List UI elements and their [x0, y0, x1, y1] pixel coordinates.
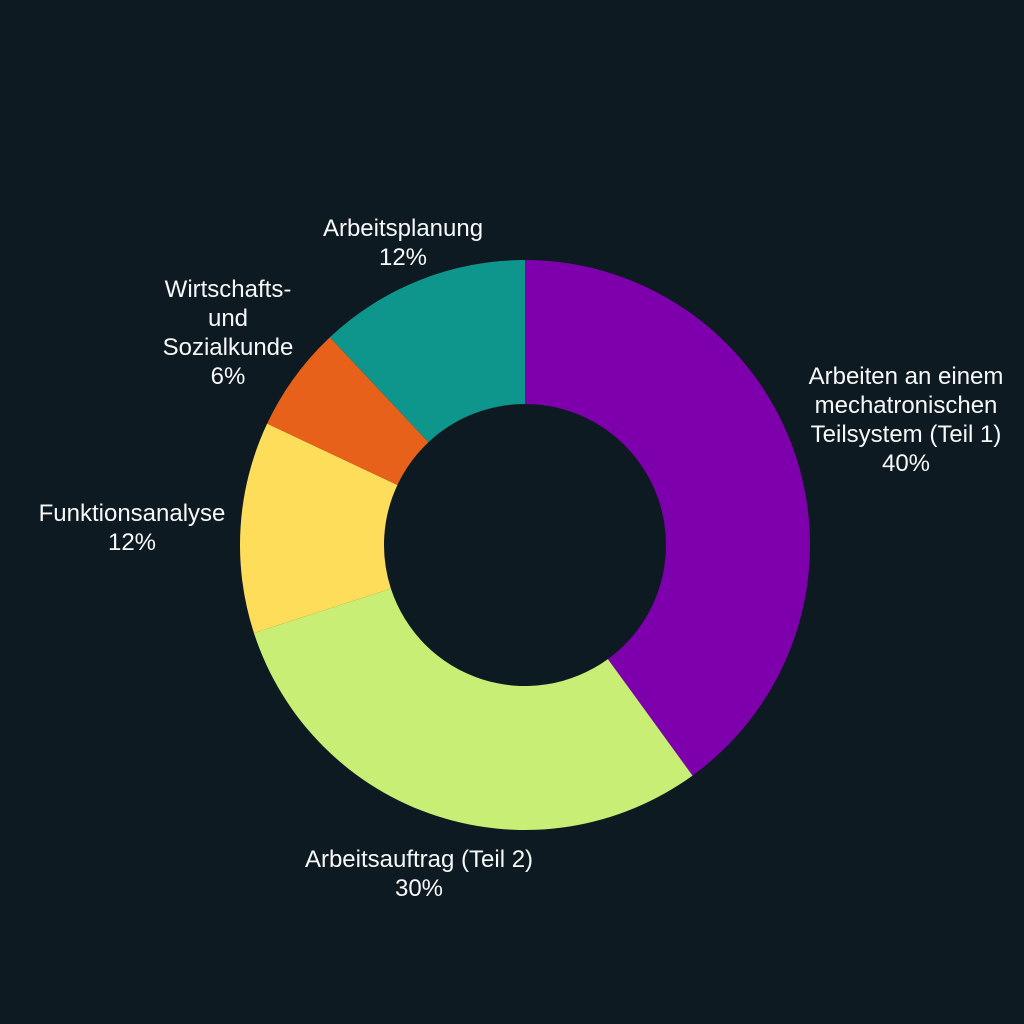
- slice-wirtschafts-und-sozialkunde: [267, 337, 429, 485]
- slice-label-line: mechatronischen: [814, 392, 998, 419]
- slice-label-arbeiten-teilsystem: Arbeiten an einem mechatronischen Teilsyst…: [809, 362, 1004, 478]
- slice-label-funktionsanalyse: Funktionsanalyse 12%: [39, 499, 226, 557]
- slice-label-line: Wirtschafts-: [164, 276, 292, 303]
- slice-label-line: Arbeitsplanung: [322, 215, 484, 242]
- slice-label-line: 12%: [378, 244, 428, 271]
- slice-label-line: Arbeiten an einem: [808, 363, 1004, 390]
- slice-label-line: Teilsystem (Teil 1): [810, 421, 1002, 448]
- slice-label-line: 6%: [210, 363, 246, 390]
- slice-label-line: 12%: [107, 529, 157, 556]
- slice-arbeiten-an-einem-mechatronischen-teilsystem: [525, 260, 810, 776]
- slice-label-wirtschafts-sozialkunde: Wirtschafts-und Sozialkunde 6%: [163, 275, 294, 391]
- slice-label-line: Arbeitsauftrag (Teil 2): [304, 846, 534, 873]
- slice-arbeitsplanung: [329, 260, 525, 443]
- slice-funktionsanalyse: [240, 423, 398, 634]
- slice-label-line: Sozialkunde: [162, 334, 294, 361]
- slice-label-arbeitsauftrag: Arbeitsauftrag (Teil 2) 30%: [305, 845, 533, 903]
- slice-label-line: 30%: [394, 875, 444, 902]
- slice-label-line: 40%: [881, 450, 931, 477]
- slice-label-line: Funktionsanalyse: [38, 500, 226, 527]
- slice-label-arbeitsplanung: Arbeitsplanung 12%: [323, 214, 483, 272]
- slice-arbeitsauftrag-teil-2: [253, 588, 693, 830]
- slice-label-line: und: [207, 305, 249, 332]
